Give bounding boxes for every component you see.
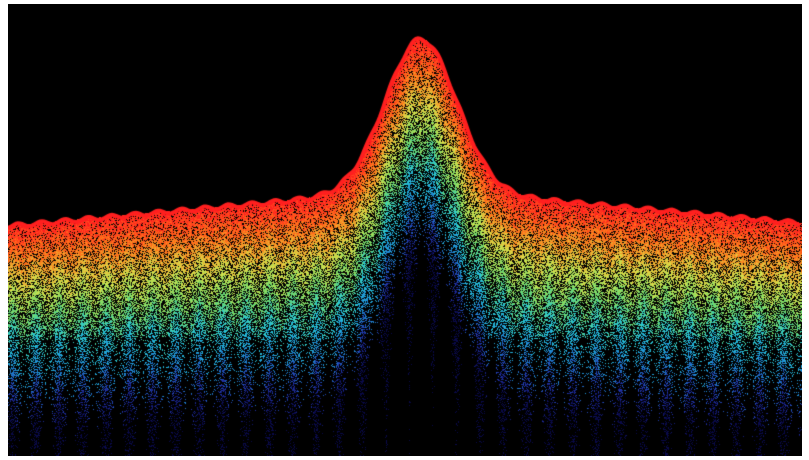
spectrum-plot-image (8, 4, 802, 456)
spectrum-image-frame (8, 4, 802, 456)
